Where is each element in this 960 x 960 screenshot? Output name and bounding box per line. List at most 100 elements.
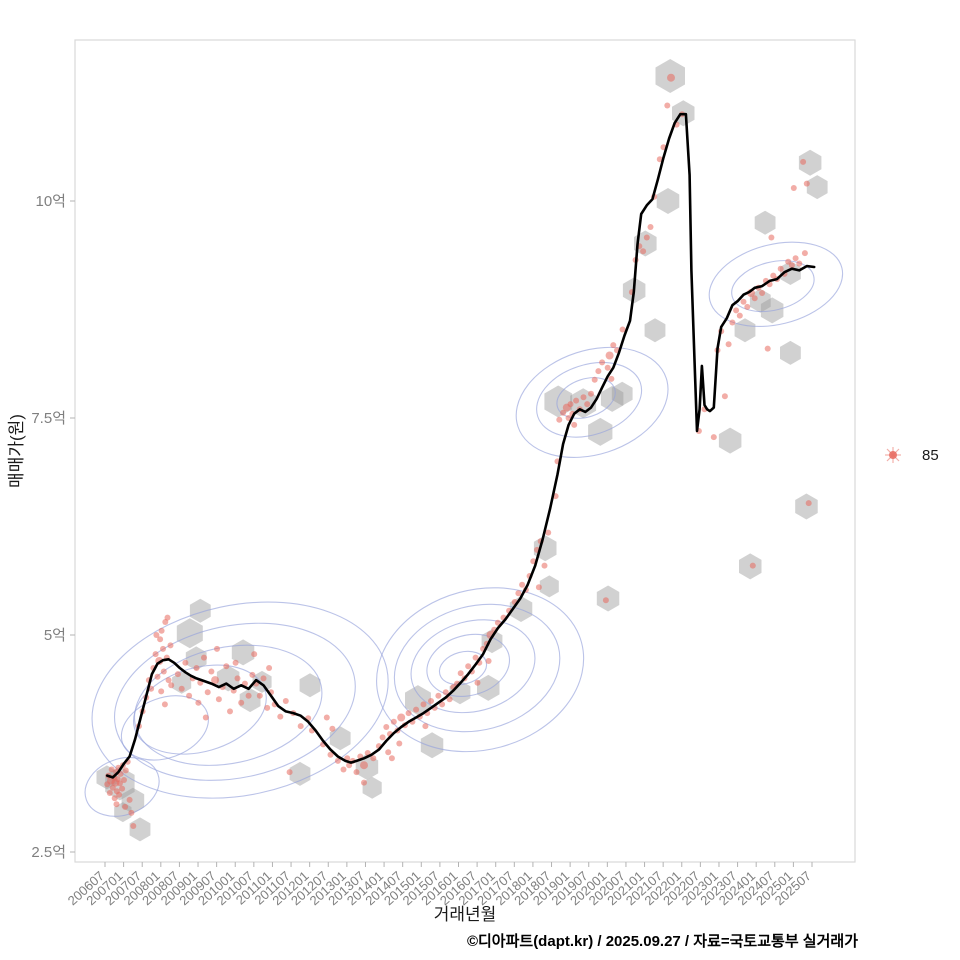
scatter-point	[390, 718, 397, 725]
hexbin-cell	[588, 417, 613, 446]
plot-border	[74, 39, 856, 863]
scatter-point	[541, 562, 548, 569]
scatter-point	[759, 290, 766, 296]
scatter-point	[223, 663, 230, 670]
scatter-point	[256, 692, 263, 699]
hexbin-cell	[172, 671, 192, 694]
scatter-point	[413, 706, 420, 713]
scatter-point	[656, 156, 663, 163]
y-tick-label: 2.5억	[31, 844, 66, 861]
scatter-point	[388, 755, 395, 762]
scatter-point	[405, 710, 412, 717]
scatter-point	[725, 341, 732, 348]
density-contour	[515, 346, 669, 458]
scatter-point	[286, 769, 293, 776]
scatter-point	[556, 416, 563, 423]
scatter-point	[277, 713, 284, 720]
hexbin-cell	[644, 318, 666, 343]
scatter-point	[158, 627, 165, 634]
scatter-point	[792, 255, 799, 262]
scatter-point	[160, 668, 167, 675]
scatter-point	[108, 766, 115, 773]
density-contour	[536, 362, 643, 438]
density-contour	[113, 622, 356, 781]
hexbin-cell	[189, 598, 211, 623]
scatter-point	[370, 755, 377, 762]
scatter-point	[227, 708, 233, 715]
scatter-point	[465, 663, 472, 670]
scatter-point	[130, 823, 137, 829]
scatter-point	[202, 714, 209, 721]
scatter-point	[329, 725, 336, 732]
density-contour	[120, 695, 209, 761]
hexbin-cell	[718, 427, 742, 454]
scatter-point	[801, 250, 808, 257]
scatter-point	[119, 785, 126, 792]
hexbin-cell	[477, 674, 500, 701]
scatter-point	[805, 500, 812, 507]
scatter-point	[595, 368, 602, 375]
hexbin-cell	[600, 385, 624, 412]
scatter-point	[446, 696, 453, 703]
scatter-point	[494, 619, 501, 626]
density-contour	[410, 619, 536, 714]
scatter-point	[573, 397, 580, 404]
legend-label: 85	[922, 447, 939, 464]
scatter-point	[113, 801, 120, 808]
hexbin-cell	[795, 493, 818, 520]
scatter-point	[193, 665, 200, 671]
scatter-point	[297, 723, 304, 730]
scatter-point	[282, 698, 289, 704]
scatter-point	[238, 699, 245, 706]
scatter-point	[167, 642, 174, 649]
scatter-point	[602, 597, 609, 604]
scatter-point	[588, 390, 594, 397]
scatter-point	[667, 73, 675, 82]
hexbin-cell	[798, 149, 822, 176]
scatter-point	[472, 654, 479, 661]
scatter-point	[152, 651, 159, 658]
scatter-point	[664, 102, 671, 109]
scatter-point	[571, 421, 578, 428]
scatter-point	[214, 645, 220, 652]
scatter-point	[744, 303, 751, 310]
trend-line	[105, 112, 816, 779]
scatter-point	[605, 351, 614, 360]
scatter-point	[383, 724, 390, 730]
scatter-point	[428, 698, 434, 704]
scatter-point	[545, 529, 552, 536]
density-contour	[376, 587, 585, 753]
hexbin-cell	[405, 685, 431, 716]
density-contour	[556, 377, 616, 419]
scatter-point	[160, 645, 166, 652]
density-contour	[393, 603, 561, 733]
scatter-point	[580, 394, 587, 401]
scatter-point	[647, 224, 654, 230]
scatter-point	[619, 326, 626, 333]
scatter-point	[122, 803, 129, 810]
scatter-point	[260, 675, 267, 682]
scatter-point	[340, 766, 347, 773]
scatter-point	[796, 260, 803, 267]
scatter-point	[164, 614, 171, 621]
scatter-point	[535, 584, 542, 591]
scatter-point	[457, 670, 464, 677]
hexbin-cell	[754, 210, 776, 235]
scatter-point	[420, 701, 427, 708]
scatter-point	[245, 692, 252, 699]
hexbin-cell	[611, 381, 633, 406]
scatter-point	[111, 795, 118, 802]
scatter-point	[790, 185, 797, 191]
density-contour	[708, 241, 844, 328]
scatter-point	[249, 671, 256, 678]
scatter-point	[439, 701, 446, 708]
scatter-point	[599, 359, 606, 366]
density-contour	[731, 260, 815, 313]
scatter-point	[361, 779, 367, 786]
legend: 85	[885, 447, 939, 464]
scatter-point	[584, 401, 591, 408]
scatter-point	[161, 701, 168, 708]
scatter-point	[234, 675, 241, 682]
scatter-point	[116, 791, 123, 798]
